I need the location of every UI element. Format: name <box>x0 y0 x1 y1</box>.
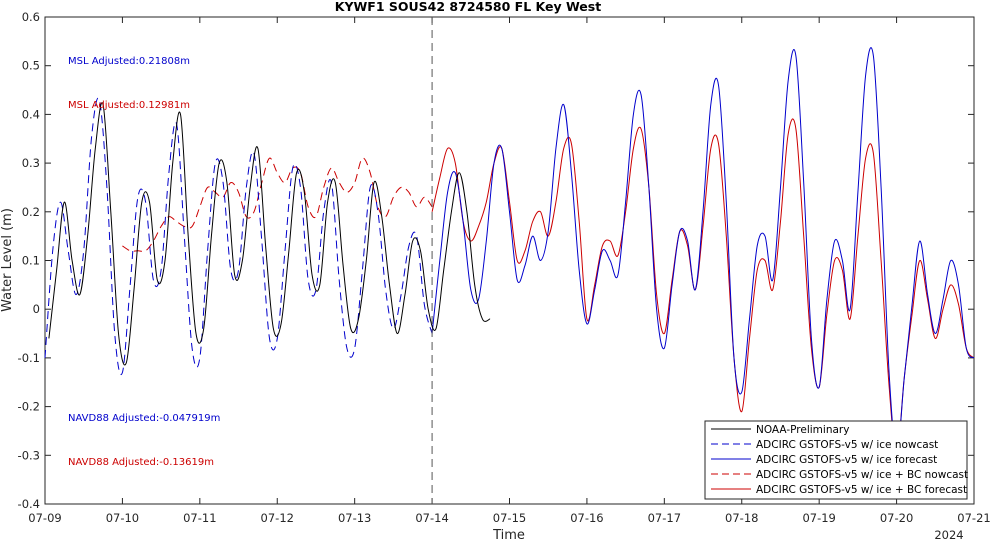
y-tick-label: 0.2 <box>22 205 40 219</box>
series-group <box>44 47 975 456</box>
x-tick-label: 07-19 <box>802 511 835 525</box>
x-tick-label: 07-15 <box>493 511 526 525</box>
x-axis-title: Time <box>492 528 525 541</box>
chart-title: KYWF1 SOUS42 8724580 FL Key West <box>335 0 601 14</box>
y-tick-label: -0.3 <box>18 448 40 462</box>
x-tick-label: 07-14 <box>415 511 448 525</box>
x-tick-label: 07-09 <box>28 511 61 525</box>
legend-label-bc-nowcast: ADCIRC GSTOFS-v5 w/ ice + BC nowcast <box>756 469 968 481</box>
legend-label-bc-forecast: ADCIRC GSTOFS-v5 w/ ice + BC forecast <box>756 484 967 496</box>
y-tick-label: 0.5 <box>22 59 40 73</box>
x-tick-label: 07-13 <box>338 511 371 525</box>
x-tick-label: 07-20 <box>880 511 913 525</box>
legend-box <box>704 420 968 500</box>
y-tick-label: 0 <box>33 302 40 316</box>
series-line-adcirc-gstofs-v5-w-ice-bc-nowcast <box>122 157 433 253</box>
series-line-adcirc-gstofs-v5-w-ice-forecast <box>431 47 975 456</box>
y-tick-label: 0.1 <box>22 254 40 268</box>
legend: NOAA-Preliminary ADCIRC GSTOFS-v5 w/ ice… <box>704 420 968 500</box>
x-tick-label: 07-12 <box>261 511 294 525</box>
x-tick-label: 07-21 <box>957 511 990 525</box>
x-tick-label: 07-17 <box>648 511 681 525</box>
legend-label-ice-nowcast: ADCIRC GSTOFS-v5 w/ ice nowcast <box>756 439 938 451</box>
x-axis-year-label: 2024 <box>934 528 963 541</box>
axis-ticks: 07-09 07-10 07-11 07-12 07-13 07-14 07-15 07-16… <box>18 10 991 525</box>
annotation-navd88-blue: NAVD88 Adjusted:-0.047919m <box>68 413 220 424</box>
x-tick-label: 07-10 <box>106 511 139 525</box>
y-tick-label: -0.1 <box>18 351 40 365</box>
annotation-msl-blue: MSL Adjusted:0.21808m <box>68 56 190 67</box>
x-tick-label: 07-18 <box>725 511 758 525</box>
y-axis-title: Water Level (m) <box>0 208 15 312</box>
x-tick-label: 07-11 <box>183 511 216 525</box>
series-line-adcirc-gstofs-v5-w-ice-bc-forecast <box>431 118 975 456</box>
x-tick-label: 07-16 <box>570 511 603 525</box>
legend-label-ice-forecast: ADCIRC GSTOFS-v5 w/ ice forecast <box>756 454 937 466</box>
y-tick-label: 0.3 <box>22 156 40 170</box>
series-line-noaa-preliminary <box>48 102 491 366</box>
y-tick-label: 0.4 <box>22 107 40 121</box>
y-tick-label: -0.2 <box>18 400 40 414</box>
annotation-navd88-red: NAVD88 Adjusted:-0.13619m <box>68 457 214 468</box>
y-tick-label: 0.6 <box>22 10 40 24</box>
annotation-msl-red: MSL Adjusted:0.12981m <box>68 100 190 111</box>
legend-label-noaa: NOAA-Preliminary <box>756 424 849 436</box>
series-line-adcirc-gstofs-v5-w-ice-nowcast <box>44 97 433 375</box>
y-tick-label: -0.4 <box>18 497 40 511</box>
